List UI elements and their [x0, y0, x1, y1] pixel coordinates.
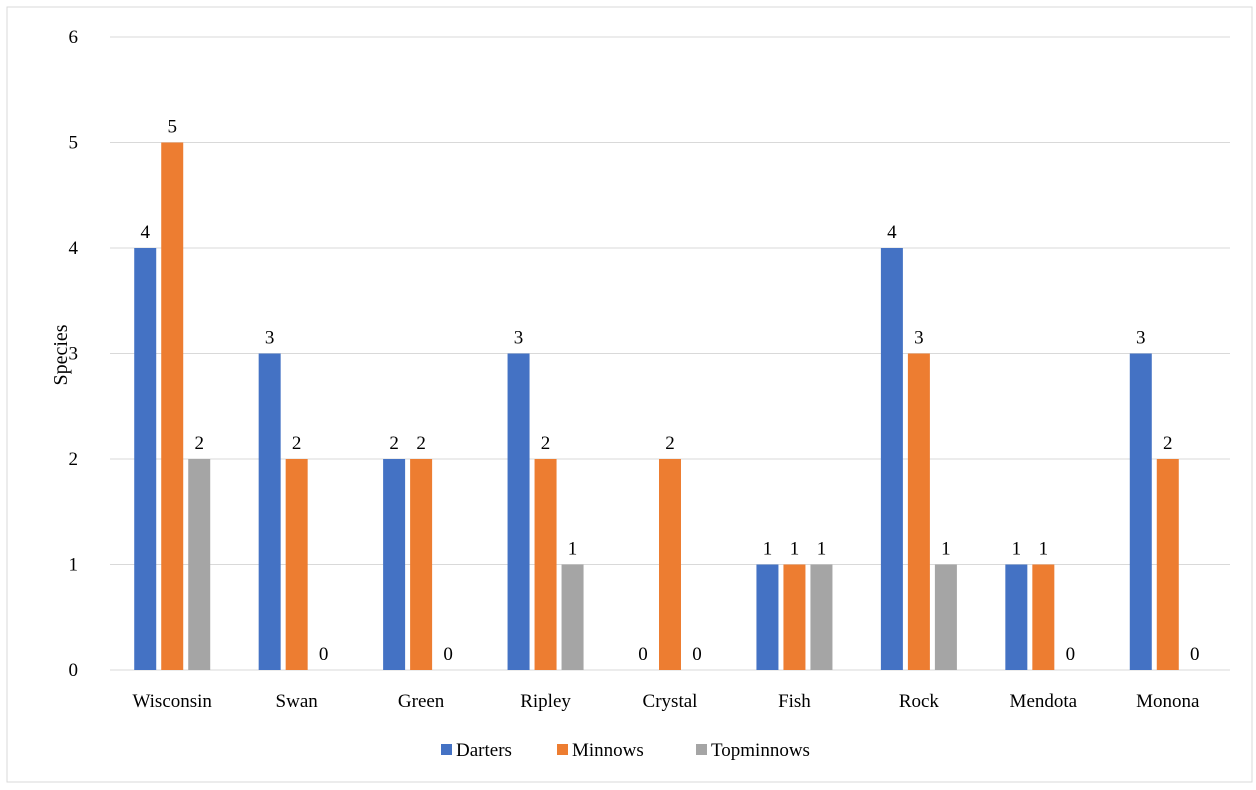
bar-minnows — [534, 459, 557, 670]
data-label: 3 — [514, 328, 524, 349]
data-label: 2 — [665, 433, 675, 454]
x-tick-label: Monona — [1136, 691, 1200, 712]
x-tick-label: Fish — [778, 691, 811, 712]
y-axis-ticks: 0 1 2 3 4 5 6 — [69, 27, 79, 681]
data-label: 1 — [763, 539, 773, 560]
data-label: 3 — [265, 328, 275, 349]
bar-topminnows — [561, 564, 584, 670]
data-label: 0 — [1190, 644, 1200, 665]
data-label: 5 — [167, 117, 177, 138]
data-label: 0 — [1066, 644, 1076, 665]
y-tick-label: 1 — [69, 555, 79, 576]
data-label: 1 — [817, 539, 827, 560]
data-label: 2 — [292, 433, 302, 454]
y-tick-label: 4 — [69, 238, 79, 259]
bar-darters — [258, 353, 281, 670]
data-label: 1 — [1039, 539, 1049, 560]
bar-minnows — [907, 353, 930, 670]
bar-minnows — [1032, 564, 1055, 670]
data-label: 0 — [638, 644, 648, 665]
bar-topminnows — [188, 459, 211, 670]
data-label: 1 — [568, 539, 578, 560]
data-label: 2 — [1163, 433, 1173, 454]
legend-swatch-minnows — [557, 744, 568, 755]
data-label: 0 — [692, 644, 702, 665]
bar-minnows — [410, 459, 433, 670]
bar-topminnows — [934, 564, 957, 670]
y-tick-label: 0 — [69, 660, 79, 681]
x-tick-label: Swan — [276, 691, 319, 712]
x-tick-label: Wisconsin — [132, 691, 212, 712]
data-label: 2 — [416, 433, 426, 454]
y-tick-label: 3 — [69, 344, 79, 365]
bar-darters — [880, 248, 903, 670]
legend: Darters Minnows Topminnows — [441, 740, 810, 761]
data-label: 2 — [541, 433, 551, 454]
data-label: 0 — [443, 644, 453, 665]
bar-minnows — [1156, 459, 1179, 670]
x-tick-label: Ripley — [520, 691, 571, 712]
bar-minnows — [285, 459, 308, 670]
bar-darters — [134, 248, 157, 670]
bar-minnows — [783, 564, 806, 670]
bar-topminnows — [810, 564, 833, 670]
x-tick-label: Crystal — [643, 691, 698, 712]
data-label: 1 — [790, 539, 800, 560]
y-tick-label: 5 — [69, 133, 79, 154]
bar-minnows — [161, 142, 184, 670]
bar-darters — [1005, 564, 1028, 670]
data-label: 3 — [914, 328, 924, 349]
data-label: 3 — [1136, 328, 1146, 349]
bar-minnows — [659, 459, 681, 670]
legend-label: Minnows — [572, 740, 644, 761]
legend-label: Darters — [456, 740, 512, 761]
y-axis-title: Species — [50, 324, 72, 385]
data-label: 0 — [319, 644, 329, 665]
data-label: 1 — [1012, 539, 1022, 560]
data-label: 4 — [887, 222, 897, 243]
x-tick-label: Rock — [899, 691, 940, 712]
x-tick-label: Mendota — [1010, 691, 1078, 712]
bar-darters — [756, 564, 779, 670]
data-label: 2 — [194, 433, 204, 454]
data-label: 2 — [389, 433, 399, 454]
legend-label: Topminnows — [711, 740, 810, 761]
y-tick-label: 6 — [69, 27, 79, 48]
bar-darters — [1129, 353, 1152, 670]
legend-swatch-darters — [441, 744, 452, 755]
bars — [134, 142, 1179, 670]
data-label: 4 — [140, 222, 150, 243]
x-axis-ticks: Wisconsin Swan Green Ripley Crystal Fish Rock M… — [132, 691, 1200, 712]
bar-darters — [383, 459, 406, 670]
y-tick-label: 2 — [69, 449, 79, 470]
x-tick-label: Green — [398, 691, 445, 712]
data-label: 1 — [941, 539, 951, 560]
bar-darters — [507, 353, 530, 670]
legend-swatch-topminnows — [696, 744, 707, 755]
